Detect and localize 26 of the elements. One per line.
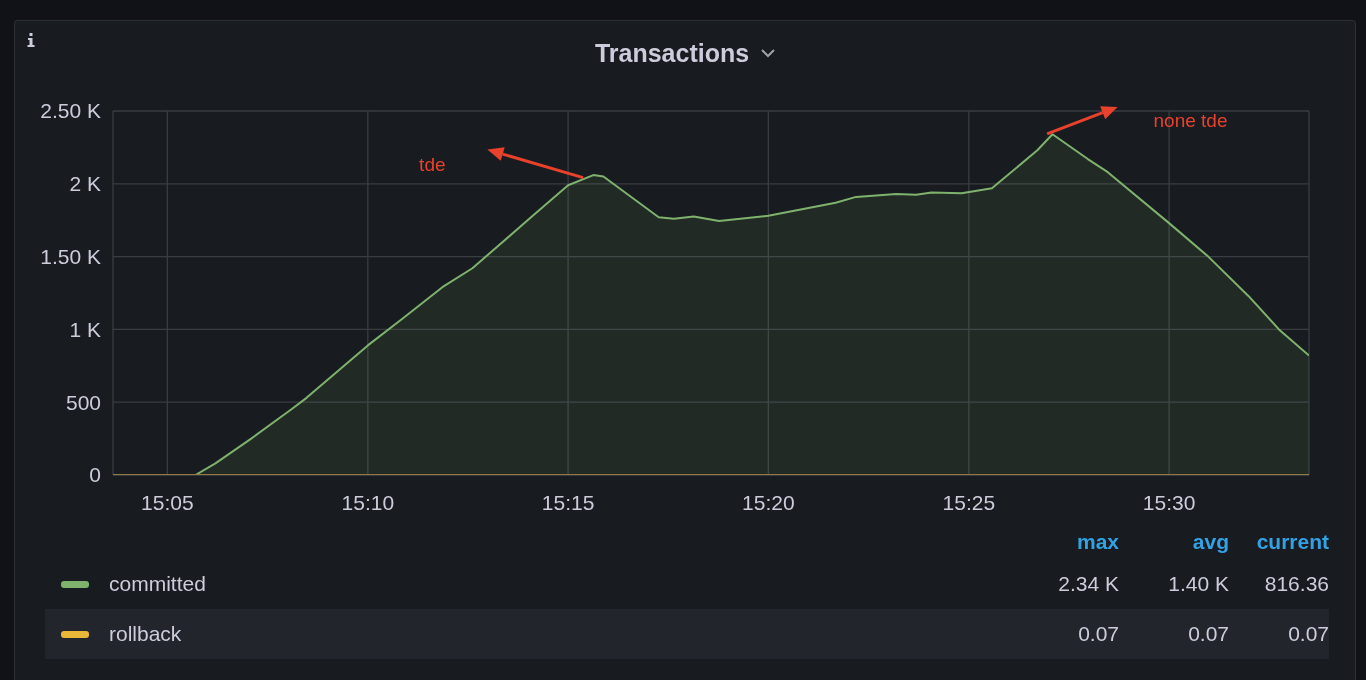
text: current	[1255, 530, 1329, 554]
text: 1.40 K	[1167, 572, 1229, 596]
y-tick-label: 2.50 K	[40, 99, 101, 123]
x-tick-label: 15:05	[141, 490, 194, 514]
chart-title: Transactions	[594, 38, 750, 68]
y-tick-label: 1 K	[69, 317, 101, 341]
text: 816.36	[1263, 572, 1329, 596]
y-tick-label: 0	[89, 463, 101, 487]
y-tick-label: 1.50 K	[40, 245, 101, 269]
x-tick-label: 15:15	[541, 490, 595, 514]
text: max	[1075, 530, 1119, 554]
x-tick-label: 15:10	[341, 490, 395, 514]
text: 0.07	[1287, 622, 1329, 646]
text: avg	[1191, 530, 1229, 554]
x-tick-label: 15:20	[742, 490, 795, 514]
text: 0.07	[1187, 622, 1229, 646]
legend-label: committed	[109, 572, 207, 596]
annotation: none tde	[1153, 110, 1228, 132]
y-tick-label: 500	[65, 390, 101, 414]
text: 2.34 K	[1057, 572, 1119, 596]
legend-label: rollback	[109, 622, 183, 646]
text: 0.07	[1077, 622, 1119, 646]
x-tick-label: 15:30	[1142, 490, 1196, 514]
annotation: tde	[419, 154, 446, 176]
y-tick-label: 2 K	[69, 172, 101, 196]
x-tick-label: 15:25	[942, 490, 996, 514]
